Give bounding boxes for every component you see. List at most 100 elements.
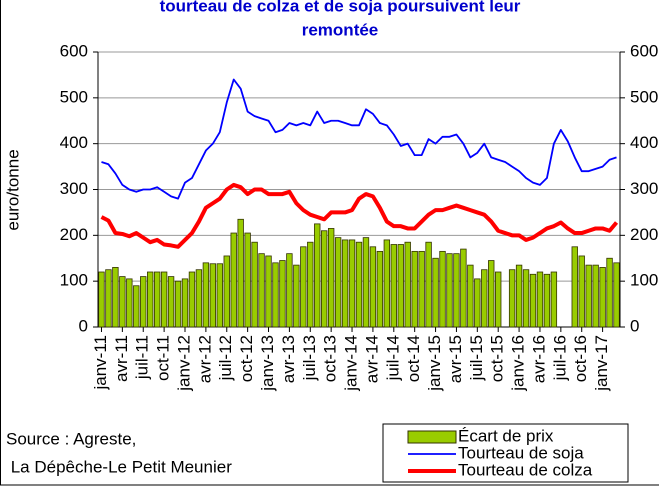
- bar: [515, 264, 523, 328]
- bar: [237, 218, 244, 328]
- bar: [160, 271, 168, 328]
- x-tick-label: janv-14: [342, 335, 361, 392]
- x-tick-label: juil-11: [133, 335, 152, 380]
- bar: [98, 271, 105, 328]
- legend-swatch: [407, 430, 457, 444]
- bar: [348, 239, 356, 328]
- bar: [376, 250, 384, 328]
- bar: [133, 285, 140, 328]
- y2-tick-label: 300: [630, 179, 658, 198]
- bar: [411, 250, 418, 328]
- x-tick-label: juil-15: [467, 335, 486, 381]
- bar: [474, 278, 481, 328]
- y-axis-label: euro/tonne: [3, 149, 22, 230]
- bar: [188, 271, 196, 328]
- bar: [571, 246, 578, 328]
- y2-tick-label: 100: [630, 271, 658, 290]
- bar: [425, 241, 432, 328]
- bar: [585, 264, 592, 328]
- chart-title: tourteau de colza et de soja poursuivent…: [160, 0, 521, 15]
- bar: [209, 263, 217, 328]
- bar: [265, 255, 272, 328]
- bar: [543, 273, 551, 328]
- y-tick-label: 400: [60, 133, 88, 152]
- x-tick-label: janv-11: [91, 335, 110, 391]
- x-tick-label: oct-12: [237, 335, 256, 382]
- x-tick-label: janv-15: [425, 335, 444, 392]
- bar: [578, 255, 585, 328]
- bar: [223, 255, 230, 328]
- chart-title: remontée: [302, 20, 379, 39]
- x-tick-label: juil-14: [383, 335, 402, 381]
- bar: [147, 271, 154, 328]
- y2-tick-label: 500: [630, 87, 658, 106]
- x-tick-label: oct-14: [404, 335, 423, 382]
- x-tick-label: oct-15: [488, 335, 507, 382]
- bar: [550, 271, 558, 328]
- bar: [279, 260, 286, 328]
- bar: [119, 276, 126, 328]
- bar: [153, 271, 161, 328]
- x-tick-label: avr-12: [195, 335, 214, 383]
- x-tick-label: oct-13: [321, 335, 340, 382]
- y2-tick-label: 600: [630, 41, 658, 60]
- x-tick-label: avr-11: [112, 335, 131, 382]
- bar: [244, 232, 251, 328]
- x-tick-label: avr-15: [446, 335, 465, 383]
- bar: [536, 271, 544, 328]
- bar: [508, 269, 516, 328]
- y-tick-label: 0: [79, 316, 88, 335]
- bar: [606, 257, 613, 328]
- bar: [286, 253, 293, 328]
- y-tick-label: 600: [60, 41, 88, 60]
- bar: [362, 237, 370, 328]
- bar: [181, 278, 189, 328]
- bar: [460, 248, 467, 328]
- bar: [529, 273, 537, 328]
- bar: [126, 278, 133, 328]
- source: Source : Agreste,: [6, 429, 136, 448]
- x-tick-label: janv-12: [174, 335, 193, 392]
- bar: [174, 280, 182, 328]
- bar: [293, 264, 300, 328]
- bar: [418, 250, 425, 328]
- bar: [272, 262, 279, 328]
- y2-tick-label: 400: [630, 133, 658, 152]
- bar: [230, 232, 237, 328]
- bar: [488, 260, 495, 328]
- bar: [355, 241, 363, 328]
- x-tick-label: oct-11: [154, 335, 173, 381]
- bar: [258, 253, 265, 328]
- y-tick-label: 300: [60, 179, 88, 198]
- bar: [216, 263, 223, 328]
- y-tick-label: 200: [60, 225, 88, 244]
- bar: [390, 244, 397, 328]
- line: [101, 78, 617, 200]
- bar: [522, 269, 530, 328]
- x-tick-label: oct-16: [571, 335, 590, 382]
- x-tick-label: janv-13: [258, 335, 277, 392]
- bar: [592, 264, 599, 328]
- bar: [140, 276, 147, 328]
- x-tick-label: avr-16: [529, 335, 548, 383]
- y2-tick-label: 200: [630, 225, 658, 244]
- bar: [369, 246, 377, 328]
- bar: [202, 262, 210, 328]
- y-tick-label: 100: [60, 271, 88, 290]
- legend-label: Écart de prix: [458, 426, 554, 445]
- line: [100, 182, 619, 249]
- bar: [397, 244, 404, 328]
- bar: [105, 269, 112, 328]
- bar: [251, 241, 258, 328]
- bar: [195, 269, 203, 328]
- bar: [446, 253, 453, 328]
- source: La Dépêche-Le Petit Meunier: [6, 457, 232, 476]
- bar: [112, 267, 119, 328]
- legend-label: Tourteau de colza: [458, 460, 593, 479]
- x-tick-label: juil-13: [300, 335, 319, 381]
- x-tick-label: avr-13: [279, 335, 298, 383]
- bar: [300, 246, 307, 328]
- bar: [334, 237, 342, 328]
